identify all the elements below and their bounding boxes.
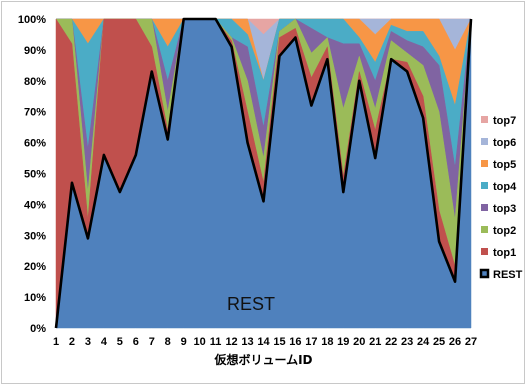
legend-label-top5: top5 — [493, 159, 516, 171]
x-tick-label: 6 — [133, 336, 139, 348]
legend-label-top3: top3 — [493, 203, 516, 215]
y-tick-label: 0% — [30, 323, 46, 335]
x-axis-title: 仮想ボリュームID — [213, 352, 312, 367]
x-tick-label: 2 — [69, 336, 75, 348]
legend-label-top6: top6 — [493, 137, 516, 149]
rest-outline-group — [54, 17, 473, 329]
x-tick-label: 12 — [225, 336, 237, 348]
legend-swatch-top7 — [481, 116, 488, 123]
legend-swatch-top5 — [481, 160, 488, 167]
y-tick-label: 90% — [24, 45, 46, 57]
x-tick-label: 22 — [385, 336, 397, 348]
y-tick-label: 60% — [24, 138, 46, 150]
x-tick-label: 9 — [181, 336, 187, 348]
x-tick-label: 21 — [369, 336, 381, 348]
legend-swatch-top2 — [481, 226, 488, 233]
x-tick-label: 18 — [321, 336, 333, 348]
x-tick-label: 13 — [241, 336, 253, 348]
y-tick-label: 30% — [24, 230, 46, 242]
x-tick-label: 16 — [289, 336, 301, 348]
y-tick-label: 10% — [24, 292, 46, 304]
x-tick-label: 17 — [305, 336, 317, 348]
rest-outline-line — [54, 17, 473, 329]
rest-annotation: REST — [227, 294, 275, 314]
y-tick-label: 80% — [24, 76, 46, 88]
x-tick-label: 11 — [210, 336, 222, 348]
legend-label-top1: top1 — [493, 247, 516, 259]
x-tick-label: 7 — [149, 336, 155, 348]
legend-swatch-top3 — [481, 204, 488, 211]
x-tick-label: 5 — [117, 336, 123, 348]
legend-label-top7: top7 — [493, 115, 516, 127]
x-tick-label: 20 — [353, 336, 365, 348]
legend-swatch-rest — [479, 268, 490, 279]
x-tick-label: 25 — [433, 336, 445, 348]
x-tick-label: 23 — [401, 336, 413, 348]
legend-label-rest: REST — [493, 269, 523, 281]
y-tick-label: 40% — [24, 199, 46, 211]
y-tick-label: 100% — [18, 14, 46, 26]
x-tick-label: 8 — [165, 336, 171, 348]
x-tick-label: 4 — [101, 336, 108, 348]
x-tick-label: 26 — [449, 336, 461, 348]
x-tick-label: 3 — [85, 336, 91, 348]
y-tick-label: 20% — [24, 261, 46, 273]
legend-label-top2: top2 — [493, 225, 516, 237]
y-axis-ticks: 0% 10% 20% 30% 40% 50% 60% 70% 80% 90% 100% — [18, 14, 46, 335]
legend-swatch-top4 — [481, 182, 488, 189]
area-series-group — [55, 18, 472, 329]
legend-swatch-top6 — [481, 138, 488, 145]
y-tick-label: 70% — [24, 107, 46, 119]
x-tick-label: 14 — [257, 336, 270, 348]
x-tick-label: 1 — [53, 336, 59, 348]
legend-swatch-top1 — [481, 248, 488, 255]
x-tick-label: 24 — [417, 336, 430, 348]
x-tick-label: 15 — [273, 336, 285, 348]
y-tick-label: 50% — [24, 169, 46, 181]
legend: top7 top6 top5 top4 top3 top2 top1 REST — [479, 115, 523, 281]
x-tick-label: 10 — [194, 336, 206, 348]
x-tick-label: 27 — [465, 336, 477, 348]
legend-label-top4: top4 — [493, 181, 517, 193]
x-tick-label: 19 — [337, 336, 349, 348]
x-axis-ticks: 1 2 3 4 5 6 7 8 9 10 11 12 13 14 15 16 17 18 19 20 21 22 23 24 2… — [53, 336, 477, 348]
